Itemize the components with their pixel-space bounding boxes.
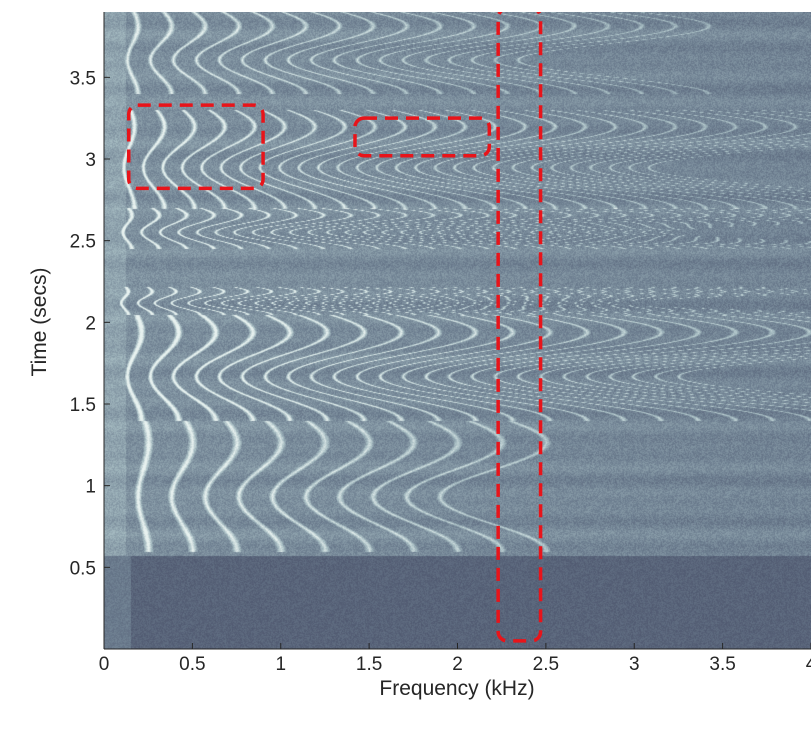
- annotation-box-2: [353, 116, 492, 158]
- spectrogram-image: [104, 12, 811, 649]
- x-tick-label: 0: [99, 654, 110, 675]
- x-tick-label: 3: [629, 654, 640, 675]
- y-tick-label: 3: [85, 150, 96, 171]
- x-tick-label: 2.5: [533, 654, 559, 675]
- x-tick-label: 0.5: [179, 654, 205, 675]
- y-tick-label: 0.5: [70, 558, 96, 579]
- y-tick-label: 1: [85, 477, 96, 498]
- annotation-box-3: [496, 12, 543, 643]
- annotation-layer: [126, 12, 543, 643]
- y-tick-label: 2.5: [70, 232, 96, 253]
- x-tick-label: 3.5: [709, 654, 735, 675]
- x-axis-ticks: 0 0.5 1 1.5 2 2.5 3 3.5 4: [99, 643, 811, 675]
- x-tick-label: 1: [275, 654, 286, 675]
- y-axis-ticks: 0.5 1 1.5 2 2.5 3 3.5: [70, 68, 110, 579]
- x-axis-label: Frequency (kHz): [379, 677, 534, 700]
- x-tick-label: 1.5: [356, 654, 382, 675]
- x-tick-label: 4: [806, 654, 811, 675]
- x-tick-label: 2: [452, 654, 463, 675]
- axes: 0 0.5 1 1.5 2 2.5 3 3.5 4 0.5 1 1.5 2 2.5 3 3.5 Freque…: [28, 12, 811, 700]
- y-tick-label: 2: [85, 313, 96, 334]
- y-axis-label: Time (secs): [28, 268, 51, 377]
- y-tick-label: 1.5: [70, 395, 96, 416]
- y-tick-label: 3.5: [70, 68, 96, 89]
- plot-area: [104, 12, 811, 649]
